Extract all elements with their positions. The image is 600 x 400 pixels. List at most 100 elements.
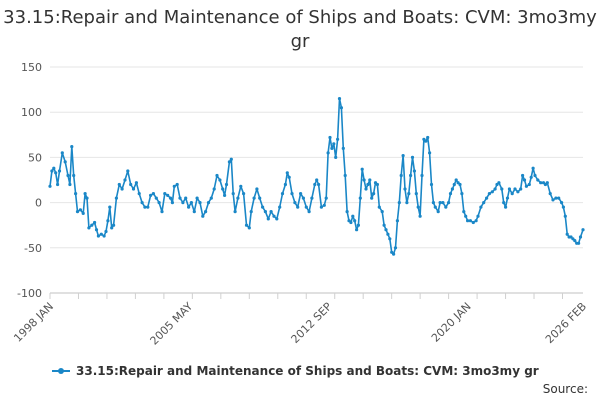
legend[interactable]: 33.15:Repair and Maintenance of Ships an… — [52, 364, 539, 378]
data-point[interactable] — [418, 214, 422, 218]
data-point[interactable] — [87, 226, 91, 230]
data-point[interactable] — [474, 219, 478, 223]
data-point[interactable] — [557, 196, 561, 200]
data-point[interactable] — [356, 223, 360, 227]
data-point[interactable] — [386, 232, 390, 236]
data-point[interactable] — [322, 203, 326, 207]
data-point[interactable] — [539, 181, 543, 185]
data-point[interactable] — [187, 205, 191, 209]
data-point[interactable] — [505, 196, 510, 200]
data-point[interactable] — [307, 210, 311, 214]
data-point[interactable] — [485, 196, 489, 200]
data-point[interactable] — [181, 201, 185, 205]
data-point[interactable] — [326, 151, 330, 155]
data-point[interactable] — [561, 205, 566, 209]
data-point[interactable] — [175, 182, 179, 187]
data-point[interactable] — [377, 205, 381, 209]
data-point[interactable] — [272, 214, 276, 218]
data-point[interactable] — [319, 205, 323, 209]
data-point[interactable] — [63, 160, 67, 164]
data-point[interactable] — [301, 196, 305, 200]
data-point[interactable] — [533, 173, 537, 178]
data-point[interactable] — [90, 223, 94, 227]
data-point[interactable] — [72, 173, 76, 178]
data-point[interactable] — [420, 173, 424, 178]
data-point[interactable] — [460, 192, 464, 196]
data-point[interactable] — [351, 214, 355, 218]
data-point[interactable] — [444, 205, 448, 209]
data-point[interactable] — [407, 192, 411, 196]
data-point[interactable] — [450, 187, 454, 191]
data-point[interactable] — [522, 178, 527, 182]
data-point[interactable] — [112, 223, 116, 227]
data-point[interactable] — [554, 196, 558, 200]
data-point[interactable] — [120, 187, 124, 191]
data-point[interactable] — [429, 182, 434, 187]
data-point[interactable] — [531, 166, 535, 170]
data-point[interactable] — [299, 192, 303, 196]
data-point[interactable] — [468, 219, 472, 223]
data-point[interactable] — [577, 241, 581, 245]
data-point[interactable] — [283, 182, 287, 187]
data-point[interactable] — [68, 182, 72, 187]
data-point[interactable] — [163, 192, 167, 196]
data-point[interactable] — [317, 182, 321, 187]
data-point[interactable] — [56, 182, 60, 187]
data-point[interactable] — [500, 187, 504, 191]
data-point[interactable] — [131, 187, 136, 191]
data-point[interactable] — [296, 205, 300, 209]
data-point[interactable] — [510, 192, 514, 196]
data-point[interactable] — [471, 220, 475, 225]
data-point[interactable] — [324, 196, 328, 200]
data-point[interactable] — [178, 196, 182, 200]
data-point[interactable] — [424, 139, 428, 143]
data-point[interactable] — [428, 151, 432, 155]
data-point[interactable] — [85, 196, 89, 200]
data-point[interactable] — [337, 97, 342, 101]
data-point[interactable] — [334, 155, 338, 159]
data-point[interactable] — [81, 211, 85, 215]
data-point[interactable] — [565, 232, 569, 236]
data-point[interactable] — [462, 210, 466, 214]
data-point[interactable] — [229, 157, 233, 161]
data-point[interactable] — [452, 182, 456, 187]
data-point[interactable] — [60, 151, 64, 155]
data-point[interactable] — [195, 196, 199, 200]
data-point[interactable] — [140, 201, 144, 205]
data-point[interactable] — [313, 182, 317, 187]
data-point[interactable] — [151, 192, 155, 196]
data-point[interactable] — [353, 219, 357, 223]
data-point[interactable] — [106, 219, 110, 223]
data-point[interactable] — [405, 201, 409, 205]
data-point[interactable] — [560, 201, 564, 205]
data-point[interactable] — [497, 181, 501, 185]
data-point[interactable] — [401, 154, 405, 158]
data-point[interactable] — [464, 214, 468, 218]
data-point[interactable] — [252, 196, 256, 200]
data-point[interactable] — [476, 214, 480, 218]
data-point[interactable] — [285, 171, 289, 175]
data-point[interactable] — [269, 210, 273, 214]
data-point[interactable] — [201, 214, 205, 218]
data-point[interactable] — [395, 219, 399, 223]
data-point[interactable] — [172, 184, 176, 188]
data-point[interactable] — [304, 205, 308, 209]
data-point[interactable] — [409, 173, 413, 178]
data-point[interactable] — [458, 182, 462, 187]
data-point[interactable] — [578, 235, 583, 239]
data-point[interactable] — [249, 210, 253, 214]
data-point[interactable] — [502, 201, 506, 205]
data-point[interactable] — [108, 205, 112, 209]
data-point[interactable] — [479, 205, 483, 209]
data-point[interactable] — [110, 226, 114, 230]
data-point[interactable] — [206, 201, 211, 205]
data-point[interactable] — [536, 178, 540, 182]
data-point[interactable] — [482, 201, 486, 205]
data-point[interactable] — [263, 210, 267, 214]
data-point[interactable] — [349, 220, 353, 225]
data-point[interactable] — [382, 223, 386, 227]
data-point[interactable] — [375, 182, 379, 187]
data-point[interactable] — [438, 201, 442, 205]
data-point[interactable] — [143, 205, 147, 209]
data-point[interactable] — [137, 192, 141, 196]
